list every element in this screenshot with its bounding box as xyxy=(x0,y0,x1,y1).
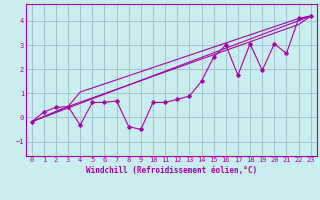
X-axis label: Windchill (Refroidissement éolien,°C): Windchill (Refroidissement éolien,°C) xyxy=(86,166,257,175)
